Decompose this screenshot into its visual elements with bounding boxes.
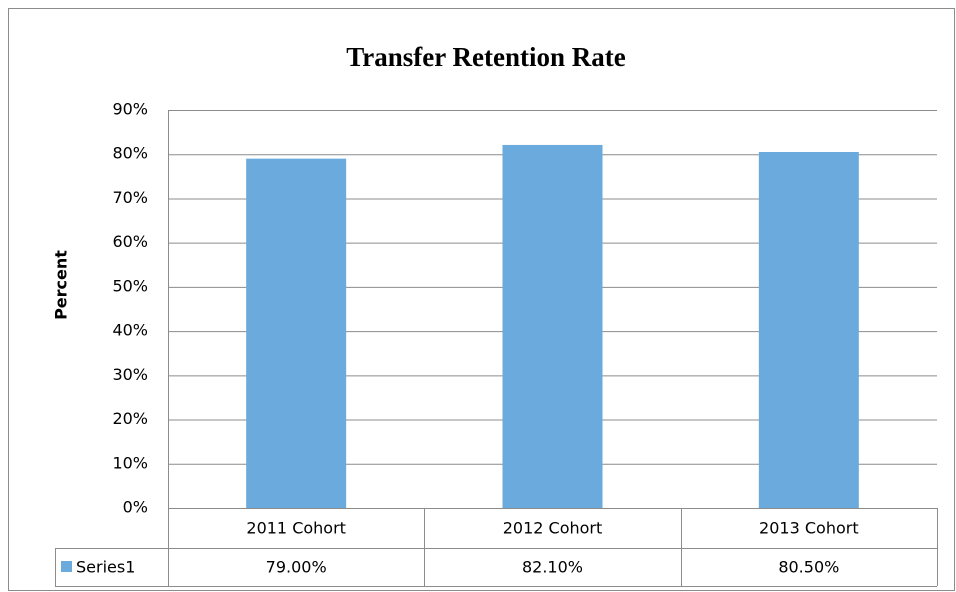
bar <box>758 152 859 508</box>
legend-swatch <box>61 561 72 572</box>
y-tick-label: 10% <box>112 453 148 472</box>
y-tick-label: 70% <box>112 188 148 207</box>
y-tick-label: 20% <box>112 409 148 428</box>
x-tick-label: 2012 Cohort <box>503 519 603 538</box>
y-tick-label: 80% <box>112 144 148 163</box>
y-axis-label: Percent <box>52 250 71 320</box>
value-label: 82.10% <box>522 558 583 577</box>
y-tick-label: 50% <box>112 276 148 295</box>
y-tick-label: 0% <box>123 498 148 517</box>
bar <box>502 144 603 509</box>
bar <box>246 158 347 508</box>
y-tick-label: 30% <box>112 365 148 384</box>
value-label: 79.00% <box>266 558 327 577</box>
x-tick-label: 2013 Cohort <box>759 519 859 538</box>
x-tick-label: 2011 Cohort <box>246 519 346 538</box>
y-tick-label: 90% <box>112 100 148 119</box>
value-label: 80.50% <box>778 558 839 577</box>
y-tick-label: 60% <box>112 232 148 251</box>
legend-label: Series1 <box>76 558 135 577</box>
y-tick-label: 40% <box>112 321 148 340</box>
chart-title: Transfer Retention Rate <box>346 42 625 72</box>
